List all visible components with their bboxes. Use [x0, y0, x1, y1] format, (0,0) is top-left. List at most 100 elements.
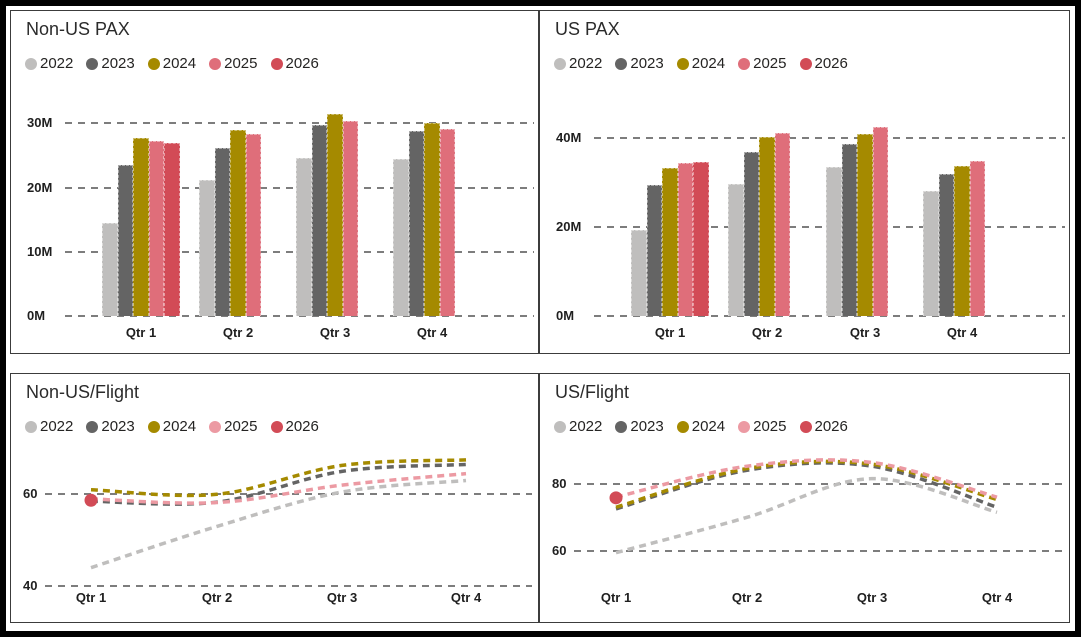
- bar-2024-qtr-4[interactable]: [954, 166, 970, 316]
- line-2023[interactable]: [615, 461, 998, 511]
- gridline: [574, 482, 1063, 485]
- legend-item-2024[interactable]: 2024: [147, 418, 196, 435]
- bar-2023-qtr-3[interactable]: [311, 125, 328, 316]
- line-2022[interactable]: [90, 478, 467, 570]
- legend-dot-icon: [799, 420, 812, 433]
- legend-label: 2025: [224, 55, 258, 72]
- line-2023[interactable]: [90, 462, 467, 506]
- chart-panel-non-us-per-flight: Non-US/Flight 2022 2023 2024 2025 2026 40 60 Q…: [10, 373, 539, 623]
- bar-2023-qtr-3[interactable]: [841, 144, 858, 316]
- legend-dot-icon: [86, 420, 99, 433]
- x-axis-label: Qtr 1: [600, 590, 632, 605]
- line-plot: [84, 458, 467, 570]
- bar-2024-qtr-2[interactable]: [230, 129, 246, 316]
- bar-2022-qtr-3[interactable]: [826, 166, 842, 316]
- bar-2023-qtr-1[interactable]: [117, 165, 134, 316]
- line-2025[interactable]: [615, 458, 998, 499]
- x-axis-label: Qtr 2: [201, 590, 233, 605]
- legend-dot-icon: [209, 420, 222, 433]
- legend-item-2022[interactable]: 2022: [25, 55, 73, 72]
- legend-item-2026[interactable]: 2026: [270, 418, 319, 435]
- bar-2023-qtr-1[interactable]: [646, 184, 663, 316]
- x-axis-label: Qtr 1: [654, 325, 686, 340]
- point-2026-qtr-1[interactable]: [609, 491, 623, 505]
- legend-item-2023[interactable]: 2023: [86, 418, 135, 435]
- legend-dot-icon: [738, 57, 751, 70]
- bar-2022-qtr-1[interactable]: [102, 222, 118, 316]
- legend-item-2026[interactable]: 2026: [799, 418, 848, 435]
- bar-2025-qtr-4[interactable]: [439, 129, 456, 316]
- gridline: [594, 136, 1065, 139]
- bar-2025-qtr-1[interactable]: [148, 140, 165, 316]
- x-axis-label: Qtr 2: [222, 325, 254, 340]
- bar-2022-qtr-2[interactable]: [199, 179, 215, 316]
- bar-2024-qtr-1[interactable]: [662, 168, 678, 316]
- legend-item-2022[interactable]: 2022: [554, 418, 602, 435]
- legend-item-2025[interactable]: 2025: [209, 418, 258, 435]
- x-axis-label: Qtr 1: [125, 325, 157, 340]
- bar-2024-qtr-3[interactable]: [857, 134, 873, 316]
- bar-2026-qtr-1[interactable]: [693, 161, 709, 316]
- legend-label: 2022: [569, 418, 603, 435]
- y-axis-label: 80: [552, 475, 567, 491]
- bar-2022-qtr-4[interactable]: [393, 159, 409, 316]
- bar-2022-qtr-3[interactable]: [296, 158, 312, 316]
- bar-2025-qtr-1[interactable]: [677, 162, 694, 316]
- bar-2025-qtr-2[interactable]: [245, 133, 262, 316]
- x-axis-label: Qtr 4: [416, 325, 448, 340]
- legend-item-2025[interactable]: 2025: [738, 55, 787, 72]
- legend-item-2022[interactable]: 2022: [25, 418, 73, 435]
- bar-2022-qtr-4[interactable]: [923, 190, 939, 316]
- chart-title: US PAX: [555, 19, 620, 39]
- line-2022[interactable]: [615, 476, 998, 555]
- legend-label: 2026: [285, 418, 319, 435]
- legend-item-2024[interactable]: 2024: [676, 55, 725, 72]
- y-axis-label: 0M: [556, 308, 575, 323]
- chart-area: 0M 20M 40M Qtr 1 Qtr 2 Qtr 3 Qtr 4: [540, 11, 1069, 353]
- chart-area: 60 80 Qtr 1 Qtr 2 Qtr 3 Qtr 4: [540, 374, 1069, 622]
- bar-2025-qtr-3[interactable]: [342, 120, 359, 316]
- bar-2024-qtr-1[interactable]: [133, 137, 149, 316]
- bar-2024-qtr-3[interactable]: [327, 113, 343, 316]
- bar-2025-qtr-2[interactable]: [774, 132, 791, 316]
- line-2024[interactable]: [615, 459, 998, 509]
- x-axis-label: Qtr 4: [450, 590, 482, 605]
- legend-item-2026[interactable]: 2026: [270, 55, 319, 72]
- legend-item-2022[interactable]: 2022: [554, 55, 602, 72]
- bar-2024-qtr-2[interactable]: [759, 136, 775, 316]
- bar-2023-qtr-4[interactable]: [938, 174, 955, 316]
- legend-item-2023[interactable]: 2023: [615, 418, 664, 435]
- y-axis-label: 40: [23, 578, 38, 593]
- y-axis-label: 60: [23, 486, 38, 502]
- legend-item-2024[interactable]: 2024: [676, 418, 725, 435]
- bar-2022-qtr-2[interactable]: [728, 184, 744, 316]
- legend-item-2025[interactable]: 2025: [209, 55, 258, 72]
- legend-item-2024[interactable]: 2024: [147, 55, 196, 72]
- bar-2022-qtr-1[interactable]: [631, 229, 647, 316]
- line-2025[interactable]: [90, 471, 467, 505]
- legend-item-2023[interactable]: 2023: [86, 55, 135, 72]
- y-axis-label: 20M: [27, 179, 53, 195]
- legend: 2022 2023 2024 2025 2026: [25, 55, 319, 72]
- x-axis-label: Qtr 3: [326, 590, 358, 605]
- line-2024[interactable]: [90, 458, 467, 498]
- legend-dot-icon: [147, 420, 160, 433]
- bar-2023-qtr-4[interactable]: [408, 131, 425, 316]
- point-2026-qtr-1[interactable]: [84, 493, 98, 507]
- legend: 2022 2023 2024 2025 2026: [25, 418, 319, 435]
- legend-item-2023[interactable]: 2023: [615, 55, 664, 72]
- x-axis-label: Qtr 2: [751, 325, 783, 340]
- legend-item-2025[interactable]: 2025: [738, 418, 787, 435]
- bar-2025-qtr-3[interactable]: [872, 126, 889, 316]
- bar-2026-qtr-1[interactable]: [164, 143, 180, 316]
- bar-2023-qtr-2[interactable]: [743, 151, 760, 316]
- gridline: [65, 122, 534, 125]
- legend-label: 2023: [101, 55, 135, 72]
- gridline: [45, 585, 532, 587]
- bar-2023-qtr-2[interactable]: [214, 147, 231, 316]
- bar-2025-qtr-4[interactable]: [969, 161, 986, 316]
- legend-item-2026[interactable]: 2026: [799, 55, 848, 72]
- bar-2024-qtr-4[interactable]: [424, 123, 440, 316]
- legend-dot-icon: [270, 420, 283, 433]
- legend-label: 2026: [814, 55, 848, 72]
